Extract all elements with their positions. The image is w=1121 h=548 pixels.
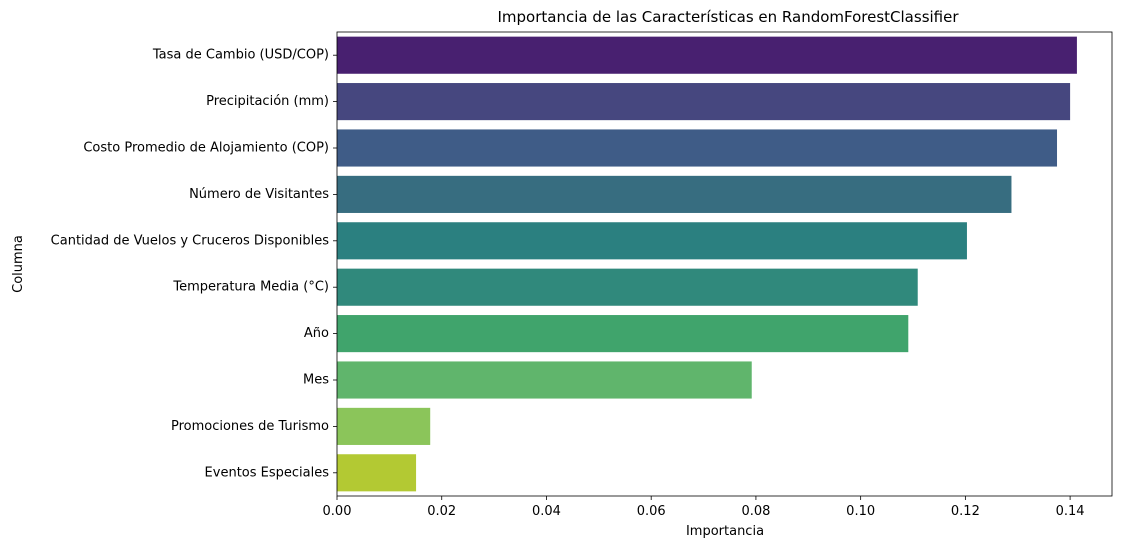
x-tick-label: 0.04 xyxy=(532,504,561,519)
category-label: Costo Promedio de Alojamiento (COP) xyxy=(83,141,329,156)
category-label: Mes xyxy=(303,373,329,388)
x-tick-label: 0.10 xyxy=(846,504,875,519)
category-label: Promociones de Turismo xyxy=(171,419,329,434)
bars-group xyxy=(337,36,1077,492)
bar xyxy=(337,175,1012,213)
bar xyxy=(337,454,417,492)
category-label: Precipitación (mm) xyxy=(206,94,329,109)
category-labels: Tasa de Cambio (USD/COP) Precipitación (m… xyxy=(51,48,337,480)
bar xyxy=(337,36,1077,74)
bar xyxy=(337,83,1071,121)
bar xyxy=(337,361,752,399)
category-label: Eventos Especiales xyxy=(205,465,330,480)
x-tick-label: 0.08 xyxy=(741,504,770,519)
category-label: Año xyxy=(304,326,329,341)
x-tick-label: 0.06 xyxy=(637,504,666,519)
chart-title: Importancia de las Características en Ra… xyxy=(497,8,959,26)
y-axis-label: Columna xyxy=(11,235,26,293)
x-axis-ticks: 0.00 0.02 0.04 0.06 0.08 0.10 0.12 0.14 xyxy=(323,496,1085,519)
category-label: Cantidad de Vuelos y Cruceros Disponible… xyxy=(51,233,330,248)
category-label: Número de Visitantes xyxy=(189,187,329,202)
category-label: Temperatura Media (°C) xyxy=(172,280,329,295)
x-axis-label: Importancia xyxy=(686,524,764,539)
x-tick-label: 0.00 xyxy=(323,504,352,519)
category-label: Tasa de Cambio (USD/COP) xyxy=(152,48,329,63)
bar xyxy=(337,222,967,260)
x-tick-label: 0.12 xyxy=(951,504,980,519)
x-tick-label: 0.14 xyxy=(1056,504,1085,519)
bar xyxy=(337,315,909,353)
bar xyxy=(337,407,431,445)
x-tick-label: 0.02 xyxy=(427,504,456,519)
plot-frame xyxy=(336,31,1113,497)
bar xyxy=(337,268,918,306)
bar xyxy=(337,129,1058,167)
